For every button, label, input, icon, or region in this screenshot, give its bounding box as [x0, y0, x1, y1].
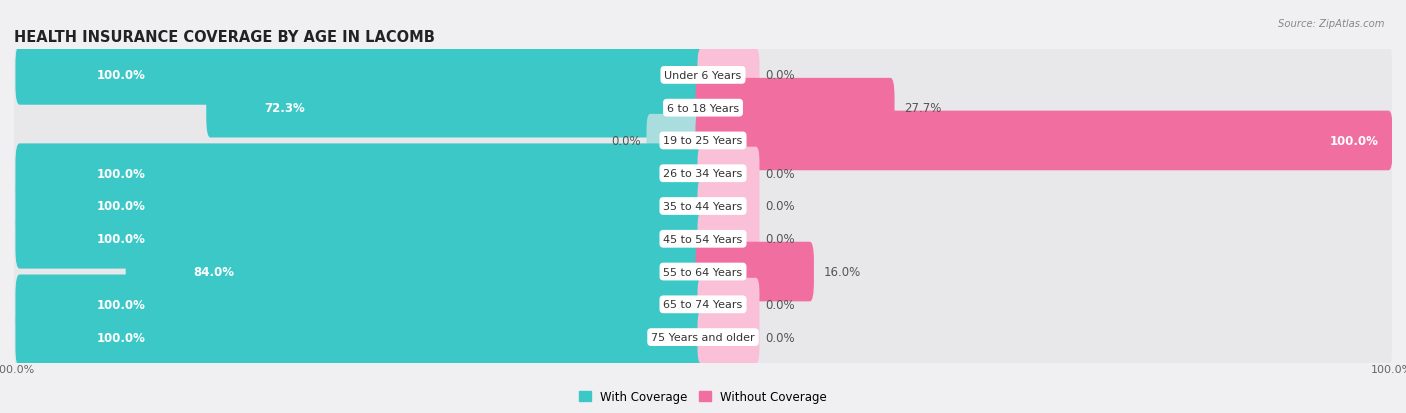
FancyBboxPatch shape: [696, 78, 894, 138]
FancyBboxPatch shape: [647, 115, 706, 168]
FancyBboxPatch shape: [697, 147, 759, 200]
Text: 19 to 25 Years: 19 to 25 Years: [664, 136, 742, 146]
FancyBboxPatch shape: [14, 275, 1392, 334]
FancyBboxPatch shape: [14, 79, 1392, 138]
Text: 45 to 54 Years: 45 to 54 Years: [664, 234, 742, 244]
FancyBboxPatch shape: [697, 49, 759, 102]
FancyBboxPatch shape: [15, 177, 707, 236]
FancyBboxPatch shape: [14, 112, 1392, 170]
FancyBboxPatch shape: [696, 242, 814, 301]
Text: 27.7%: 27.7%: [904, 102, 942, 115]
FancyBboxPatch shape: [14, 145, 1392, 203]
Text: 100.0%: 100.0%: [97, 69, 146, 82]
FancyBboxPatch shape: [15, 275, 707, 335]
Text: 26 to 34 Years: 26 to 34 Years: [664, 169, 742, 179]
Text: Source: ZipAtlas.com: Source: ZipAtlas.com: [1278, 19, 1385, 28]
FancyBboxPatch shape: [697, 180, 759, 233]
FancyBboxPatch shape: [697, 213, 759, 266]
FancyBboxPatch shape: [207, 78, 707, 138]
FancyBboxPatch shape: [15, 46, 707, 105]
Text: 55 to 64 Years: 55 to 64 Years: [664, 267, 742, 277]
Text: 100.0%: 100.0%: [1371, 364, 1406, 374]
FancyBboxPatch shape: [696, 112, 1392, 171]
Text: 0.0%: 0.0%: [765, 69, 794, 82]
Text: 100.0%: 100.0%: [97, 298, 146, 311]
Text: 16.0%: 16.0%: [824, 266, 860, 278]
Text: 0.0%: 0.0%: [765, 200, 794, 213]
Text: Under 6 Years: Under 6 Years: [665, 71, 741, 81]
Text: 0.0%: 0.0%: [765, 167, 794, 180]
Text: 0.0%: 0.0%: [765, 331, 794, 344]
Text: HEALTH INSURANCE COVERAGE BY AGE IN LACOMB: HEALTH INSURANCE COVERAGE BY AGE IN LACO…: [14, 30, 434, 45]
FancyBboxPatch shape: [14, 308, 1392, 366]
FancyBboxPatch shape: [15, 308, 707, 367]
Text: 100.0%: 100.0%: [0, 364, 35, 374]
Text: 100.0%: 100.0%: [97, 233, 146, 246]
FancyBboxPatch shape: [15, 144, 707, 204]
Text: 72.3%: 72.3%: [264, 102, 305, 115]
FancyBboxPatch shape: [14, 210, 1392, 268]
Text: 100.0%: 100.0%: [97, 167, 146, 180]
Text: 0.0%: 0.0%: [765, 233, 794, 246]
FancyBboxPatch shape: [14, 178, 1392, 235]
Text: 35 to 44 Years: 35 to 44 Years: [664, 202, 742, 211]
FancyBboxPatch shape: [697, 278, 759, 331]
Text: 100.0%: 100.0%: [97, 200, 146, 213]
FancyBboxPatch shape: [15, 209, 707, 269]
Text: 75 Years and older: 75 Years and older: [651, 332, 755, 342]
FancyBboxPatch shape: [14, 47, 1392, 105]
Text: 84.0%: 84.0%: [194, 266, 235, 278]
Text: 0.0%: 0.0%: [612, 135, 641, 147]
Text: 100.0%: 100.0%: [97, 331, 146, 344]
FancyBboxPatch shape: [14, 243, 1392, 301]
Text: 0.0%: 0.0%: [765, 298, 794, 311]
FancyBboxPatch shape: [697, 311, 759, 364]
Legend: With Coverage, Without Coverage: With Coverage, Without Coverage: [574, 385, 832, 408]
Text: 100.0%: 100.0%: [1329, 135, 1378, 147]
Text: 6 to 18 Years: 6 to 18 Years: [666, 103, 740, 114]
Text: 65 to 74 Years: 65 to 74 Years: [664, 299, 742, 310]
FancyBboxPatch shape: [125, 242, 707, 301]
